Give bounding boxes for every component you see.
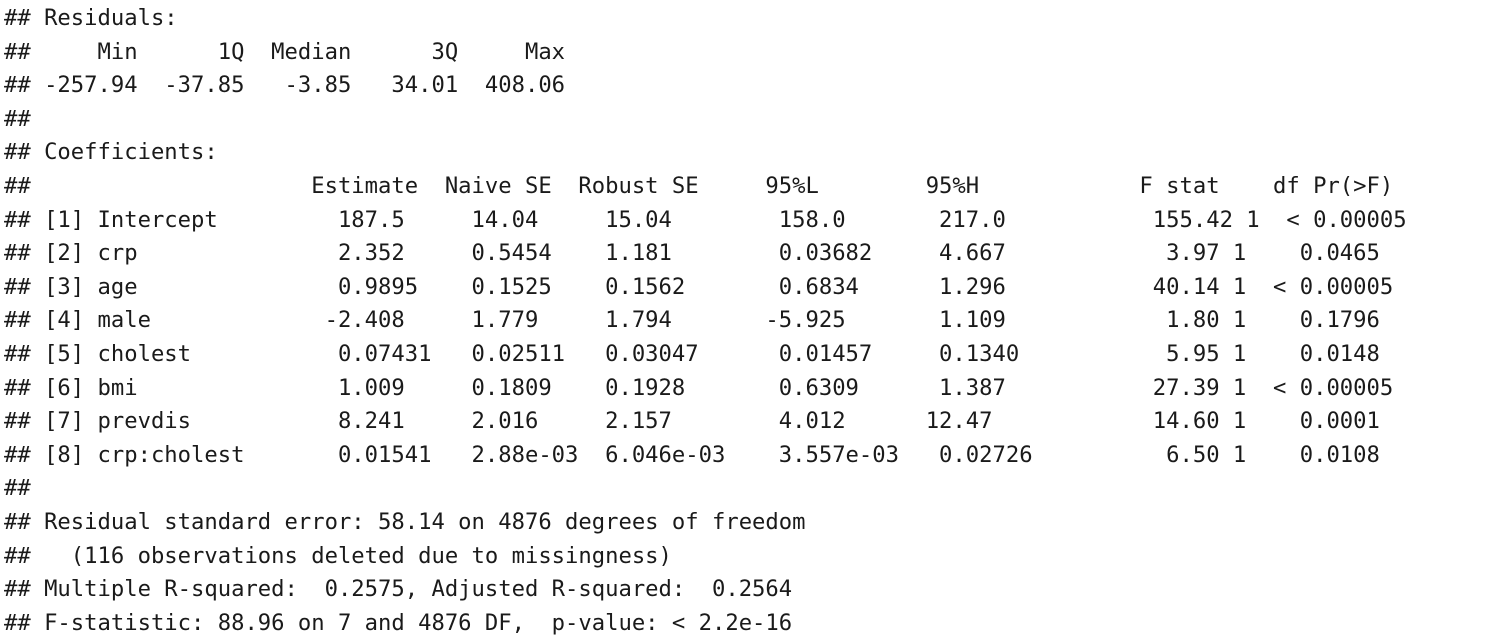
coefficient-row-intercept: ## [1] Intercept 187.5 14.04 15.04 158.0… <box>4 206 1407 233</box>
coefficient-row-prevdis: ## [7] prevdis 8.241 2.016 2.157 4.012 1… <box>4 408 1380 435</box>
coefficients-heading-line: ## Coefficients: <box>4 139 218 166</box>
coefficient-row-crp: ## [2] crp 2.352 0.5454 1.181 0.03682 4.… <box>4 240 1380 267</box>
residuals-header-line: ## Min 1Q Median 3Q Max <box>4 38 566 65</box>
r-console-output: ## Residuals: ## Min 1Q Median 3Q Max ## -… <box>4 2 1407 640</box>
coefficient-row-bmi: ## [6] bmi 1.009 0.1809 0.1928 0.6309 1.… <box>4 374 1394 401</box>
coefficient-row-crp-cholest: ## [8] crp:cholest 0.01541 2.88e-03 6.04… <box>4 441 1380 468</box>
residual-standard-error-line: ## Residual standard error: 58.14 on 487… <box>4 508 806 535</box>
residuals-values-line: ## -257.94 -37.85 -3.85 34.01 408.06 <box>4 72 566 99</box>
coefficient-row-cholest: ## [5] cholest 0.07431 0.02511 0.03047 0… <box>4 340 1380 367</box>
coefficient-row-male: ## [4] male -2.408 1.779 1.794 -5.925 1.… <box>4 307 1380 334</box>
coefficient-row-age: ## [3] age 0.9895 0.1525 0.1562 0.6834 1… <box>4 273 1394 300</box>
coefficients-header-line: ## Estimate Naive SE Robust SE 95%L 95%H… <box>4 172 1394 199</box>
blank-comment-line: ## <box>4 475 31 502</box>
blank-comment-line: ## <box>4 105 31 132</box>
f-statistic-line: ## F-statistic: 88.96 on 7 and 4876 DF, … <box>4 609 793 636</box>
residuals-heading-line: ## Residuals: <box>4 5 178 31</box>
missingness-note-line: ## (116 observations deleted due to miss… <box>4 542 672 569</box>
r-squared-line: ## Multiple R-squared: 0.2575, Adjusted … <box>4 576 793 603</box>
